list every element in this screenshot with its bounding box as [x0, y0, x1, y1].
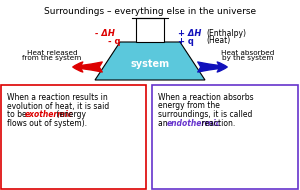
Text: (energy: (energy [54, 110, 86, 119]
Text: an: an [158, 119, 170, 127]
Text: (Heat): (Heat) [206, 36, 230, 45]
Text: Heat absorbed: Heat absorbed [221, 50, 275, 56]
Text: Surroundings – everything else in the universe: Surroundings – everything else in the un… [44, 7, 256, 16]
FancyBboxPatch shape [152, 85, 298, 189]
Polygon shape [136, 18, 164, 42]
Text: - q: - q [107, 36, 120, 45]
Text: Heat released: Heat released [27, 50, 77, 56]
Text: endothermic: endothermic [167, 119, 221, 127]
Text: evolution of heat, it is said: evolution of heat, it is said [7, 101, 109, 111]
Text: system: system [130, 59, 170, 69]
FancyBboxPatch shape [1, 85, 146, 189]
Text: - ΔH: - ΔH [95, 28, 115, 37]
Text: (Enthalpy): (Enthalpy) [206, 28, 246, 37]
Text: by the system: by the system [222, 55, 274, 61]
Text: flows out of system).: flows out of system). [7, 119, 87, 127]
Text: surroundings, it is called: surroundings, it is called [158, 110, 252, 119]
Text: energy from the: energy from the [158, 101, 220, 111]
Text: When a reaction absorbs: When a reaction absorbs [158, 93, 254, 102]
Text: + q: + q [178, 36, 194, 45]
Text: to be: to be [7, 110, 29, 119]
Text: from the system: from the system [22, 55, 82, 61]
Text: reaction.: reaction. [199, 119, 236, 127]
Text: + ΔH: + ΔH [178, 28, 201, 37]
Text: exothermic: exothermic [25, 110, 73, 119]
Polygon shape [95, 42, 205, 80]
Text: When a reaction results in: When a reaction results in [7, 93, 108, 102]
